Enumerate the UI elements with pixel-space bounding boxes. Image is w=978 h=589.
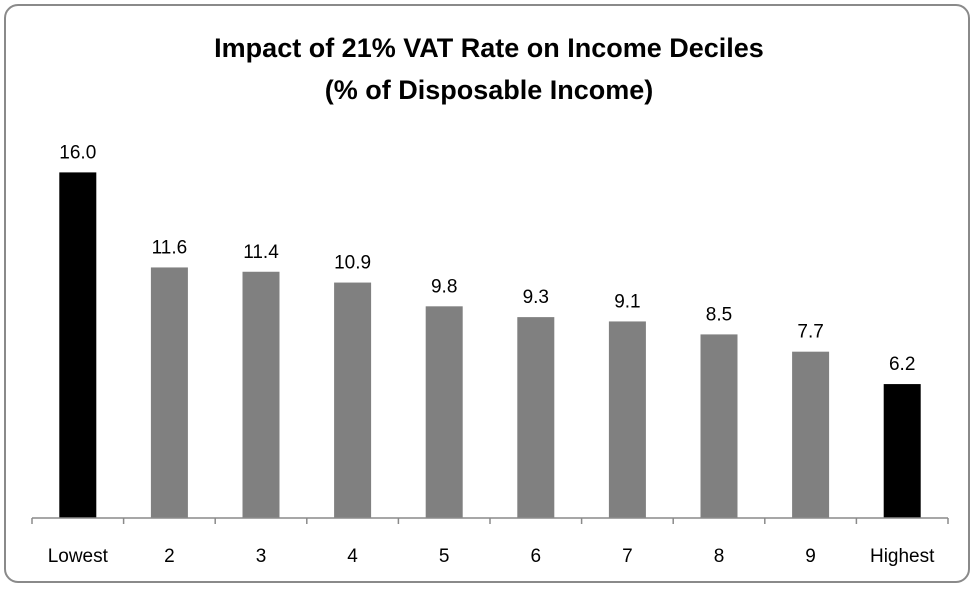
x-tick-label: Lowest — [48, 546, 109, 567]
bar-6 — [517, 317, 555, 518]
x-tick-label: 7 — [622, 546, 633, 567]
chart-subtitle: (% of Disposable Income) — [324, 75, 654, 105]
data-label: 11.6 — [152, 237, 188, 258]
data-label: 8.5 — [706, 304, 732, 325]
x-tick-label: 5 — [439, 546, 450, 567]
x-tick-label: 2 — [164, 546, 175, 567]
data-label: 9.3 — [523, 287, 549, 308]
data-label: 11.4 — [243, 242, 279, 263]
data-label: 9.8 — [431, 276, 457, 297]
bar-3 — [242, 271, 280, 518]
data-label: 16.0 — [59, 142, 96, 163]
bar-4 — [334, 282, 372, 518]
x-tick-label: 8 — [714, 546, 725, 567]
data-label: 7.7 — [797, 322, 823, 343]
data-label: 10.9 — [334, 253, 371, 274]
x-tick-label: 6 — [531, 546, 542, 567]
bar-5 — [425, 306, 463, 518]
bar-lowest — [59, 172, 97, 518]
bar-highest — [883, 384, 921, 518]
data-label: 6.2 — [889, 354, 915, 375]
x-tick-label: Highest — [870, 546, 935, 567]
x-tick-label: 9 — [805, 546, 816, 567]
x-tick-label: 3 — [256, 546, 267, 567]
bar-2 — [150, 267, 188, 518]
bar-8 — [700, 334, 738, 518]
bar-9 — [792, 351, 830, 518]
bar-7 — [608, 321, 646, 518]
x-tick-label: 4 — [347, 546, 358, 567]
data-label: 9.1 — [614, 291, 640, 312]
chart-title: Impact of 21% VAT Rate on Income Deciles — [214, 33, 764, 63]
